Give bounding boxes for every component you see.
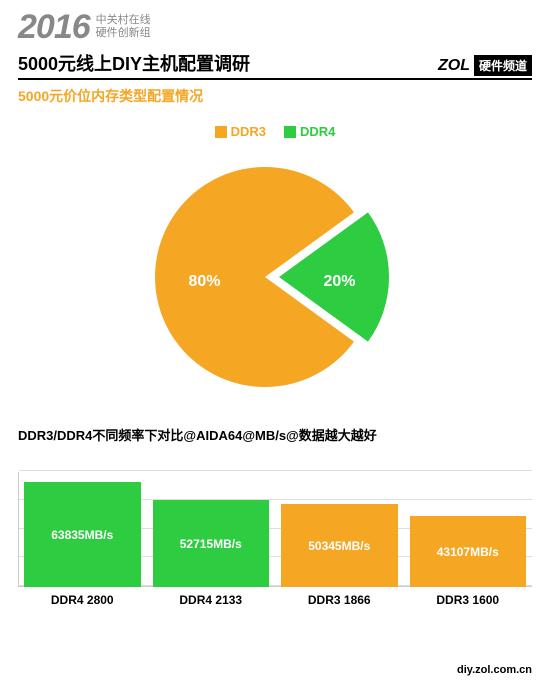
header-subtitle: 中关村在线 硬件创新组 <box>96 10 151 40</box>
bar-column: 50345MB/s <box>275 472 404 587</box>
legend-label: DDR3 <box>231 124 266 139</box>
bar-value: 63835MB/s <box>51 528 113 542</box>
bar-label: DDR3 1866 <box>275 589 404 607</box>
header-sub-line2: 硬件创新组 <box>96 27 151 40</box>
title-row: 5000元线上DIY主机配置调研 ZOL 硬件频道 <box>18 50 532 80</box>
bar-label: DDR4 2800 <box>18 589 147 607</box>
page-title: 5000元线上DIY主机配置调研 <box>18 50 250 76</box>
pie-svg: 80% 20% <box>145 157 405 397</box>
gridline <box>19 470 532 471</box>
bar-value: 52715MB/s <box>180 537 242 551</box>
bar-chart: 63835MB/s 52715MB/s 50345MB/s 43107MB/s DDR… <box>18 472 532 607</box>
bar: 43107MB/s <box>410 516 527 587</box>
page: 2016 中关村在线 硬件创新组 5000元线上DIY主机配置调研 ZOL 硬件… <box>0 0 550 682</box>
footer-url: diy.zol.com.cn <box>457 664 532 676</box>
bar-label: DDR4 2133 <box>147 589 276 607</box>
pie-subtitle: 5000元价位内存类型配置情况 <box>18 86 532 106</box>
bar-subtitle: DDR3/DDR4不同频率下对比@AIDA64@MB/s@数据越大越好 <box>18 425 532 444</box>
brand-logo: ZOL <box>438 57 470 75</box>
bar: 50345MB/s <box>281 504 398 587</box>
legend-item: DDR3 <box>215 124 266 139</box>
brand-badge: 硬件频道 <box>474 55 532 76</box>
bar-value: 50345MB/s <box>308 539 370 553</box>
pie-legend: DDR3 DDR4 <box>18 124 532 139</box>
legend-swatch <box>215 126 227 138</box>
bar-column: 43107MB/s <box>404 472 533 587</box>
header-year: 2016 <box>18 10 90 44</box>
pie-slice-label: 20% <box>323 273 355 290</box>
pie-slice-label: 80% <box>188 273 220 290</box>
bar-label: DDR3 1600 <box>404 589 533 607</box>
brand: ZOL 硬件频道 <box>438 55 532 76</box>
legend-label: DDR4 <box>300 124 335 139</box>
header-sub-line1: 中关村在线 <box>96 14 151 27</box>
bar-labels: DDR4 2800DDR4 2133DDR3 1866DDR3 1600 <box>18 589 532 607</box>
header: 2016 中关村在线 硬件创新组 <box>18 10 532 44</box>
legend-swatch <box>284 126 296 138</box>
legend-item: DDR4 <box>284 124 335 139</box>
bar-value: 43107MB/s <box>437 545 499 559</box>
bar-column: 63835MB/s <box>18 472 147 587</box>
bar: 63835MB/s <box>24 482 141 587</box>
bars-container: 63835MB/s 52715MB/s 50345MB/s 43107MB/s <box>18 472 532 587</box>
pie-chart: 80% 20% <box>18 157 532 397</box>
bar: 52715MB/s <box>153 500 270 587</box>
bar-column: 52715MB/s <box>147 472 276 587</box>
